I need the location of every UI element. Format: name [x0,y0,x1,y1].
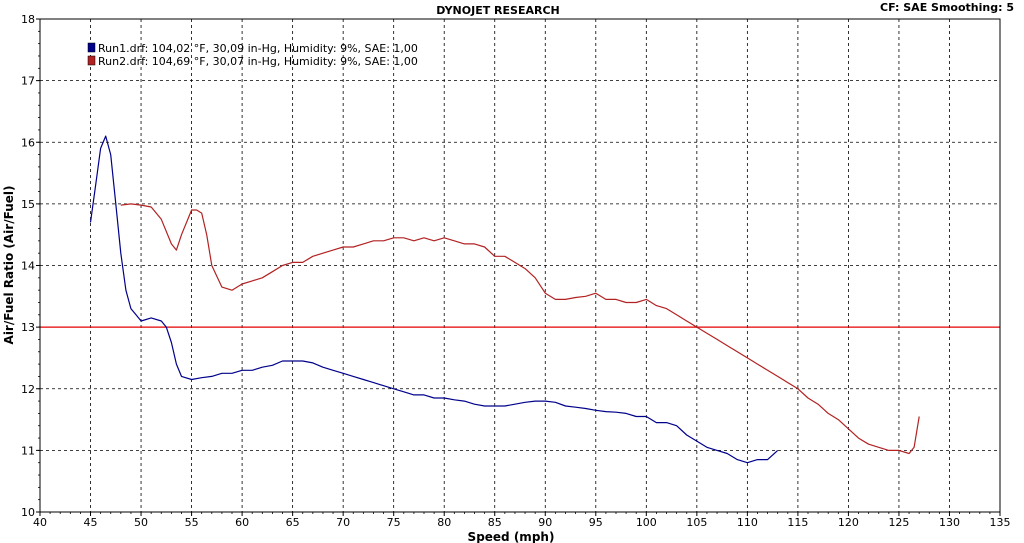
y-axis: 10 11 12 13 14 15 16 17 18 [21,13,40,519]
x-tick-label: 90 [538,516,552,529]
x-axis-label: Speed (mph) [468,530,555,543]
x-tick-label: 70 [336,516,350,529]
x-tick-label: 135 [990,516,1011,529]
chart-header-info: CF: SAE Smoothing: 5 [880,1,1014,14]
y-tick-label: 17 [21,75,35,88]
x-tick-label: 45 [84,516,98,529]
series-line-run2 [120,203,920,455]
y-tick-label: 14 [21,260,35,273]
y-tick-label: 10 [21,506,35,519]
x-tick-label: 110 [737,516,758,529]
x-tick-label: 125 [888,516,909,529]
legend-entry: Run1.drf: 104,02 °F, 30,09 in-Hg, Humidi… [98,42,418,55]
x-tick-label: 120 [838,516,859,529]
x-tick-label: 105 [686,516,707,529]
x-tick-label: 75 [387,516,401,529]
x-axis: 40 45 50 55 60 65 70 75 80 85 90 95 100 105 110 115 120 1… [33,512,1011,529]
x-tick-label: 80 [437,516,451,529]
y-tick-label: 15 [21,198,35,211]
x-tick-label: 115 [787,516,808,529]
x-tick-label: 55 [185,516,199,529]
series-line-run1 [89,135,779,464]
x-tick-label: 60 [235,516,249,529]
x-tick-label: 50 [134,516,148,529]
y-tick-label: 16 [21,136,35,149]
x-tick-label: 40 [33,516,47,529]
legend: Run1.drf: 104,02 °F, 30,09 in-Hg, Humidi… [87,42,418,68]
x-tick-label: 130 [939,516,960,529]
y-axis-label: Air/Fuel Ratio (Air/Fuel) [2,186,16,345]
series-group [89,135,920,464]
y-tick-label: 11 [21,444,35,457]
y-tick-label: 12 [21,383,35,396]
legend-swatch [87,55,96,66]
legend-swatch [87,42,96,53]
chart-title: DYNOJET RESEARCH [436,4,559,17]
x-tick-label: 95 [589,516,603,529]
x-tick-label: 100 [636,516,657,529]
y-tick-label: 18 [21,13,35,26]
x-tick-label: 65 [286,516,300,529]
legend-entry: Run2.drf: 104,69 °F, 30,07 in-Hg, Humidi… [98,55,418,68]
x-tick-label: 85 [488,516,502,529]
y-tick-label: 13 [21,321,35,334]
